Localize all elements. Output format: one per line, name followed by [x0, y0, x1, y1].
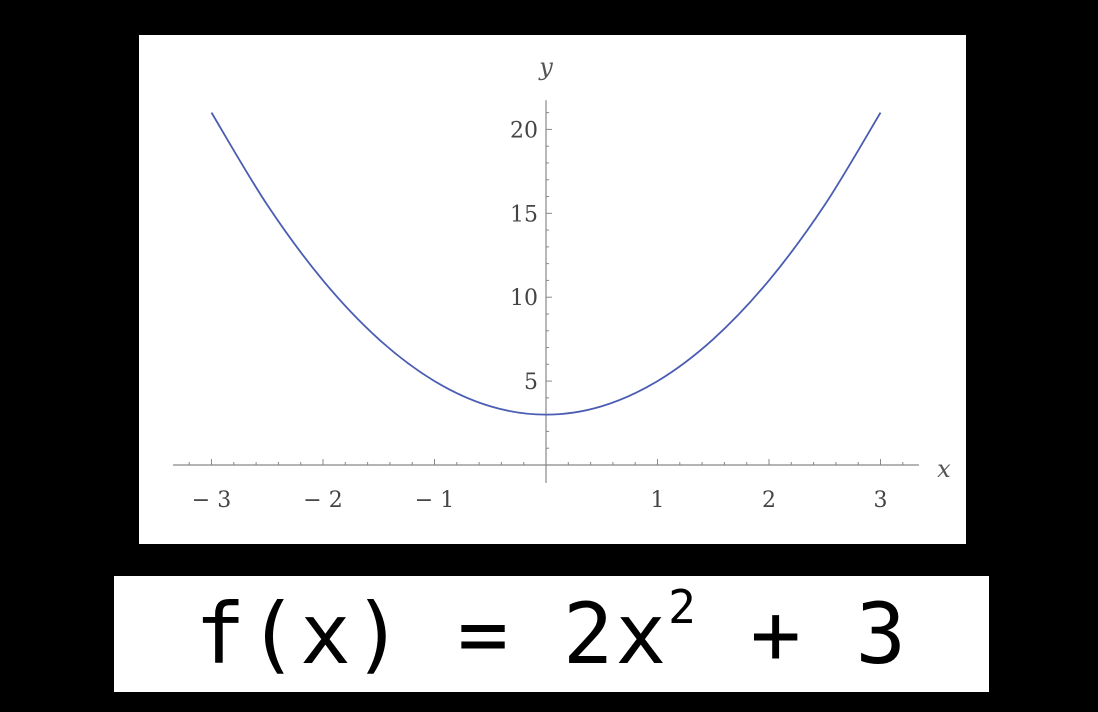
x-axis-label: x — [937, 455, 951, 483]
y-tick-label: 20 — [510, 118, 538, 143]
formula-text: f(x) = 2x2 + 3 — [195, 584, 908, 676]
formula-box: f(x) = 2x2 + 3 — [114, 576, 989, 692]
series-line — [210, 112, 882, 416]
x-tick-label: − 2 — [303, 488, 342, 513]
y-tick-label: 10 — [510, 286, 538, 311]
plot-panel: − 3 − 2 − 1 1 2 3 5 10 15 20 x y — [139, 35, 966, 544]
formula-suffix: + 3 — [697, 585, 909, 683]
y-tick-label: 5 — [524, 370, 538, 395]
x-tick-label: 3 — [874, 488, 888, 513]
formula-prefix: f(x) = 2x — [194, 585, 669, 683]
x-tick-label: 2 — [762, 488, 776, 513]
formula-exponent: 2 — [668, 580, 698, 634]
function-plot: − 3 − 2 − 1 1 2 3 5 10 15 20 x y — [173, 53, 951, 513]
x-tick-label: − 1 — [415, 488, 454, 513]
x-tick-label: 1 — [651, 488, 665, 513]
x-tick-label: − 3 — [192, 488, 231, 513]
y-tick-label: 15 — [510, 202, 538, 227]
y-axis-label: y — [538, 53, 553, 81]
